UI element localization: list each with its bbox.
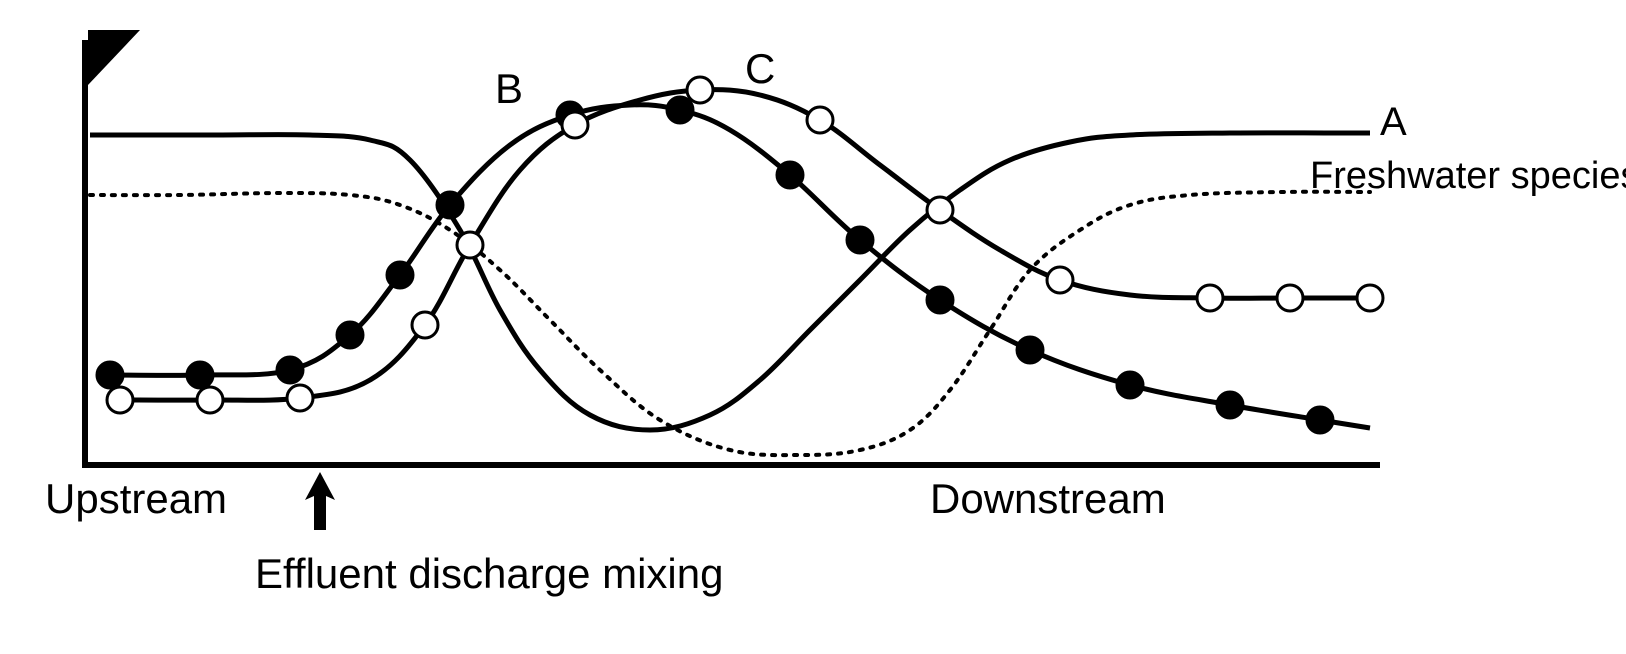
label-upstream: Upstream xyxy=(45,475,227,523)
label-A: A xyxy=(1380,100,1407,145)
label-effluent: Effluent discharge mixing xyxy=(255,550,723,598)
curve-C-marker xyxy=(927,197,953,223)
curve-B-marker xyxy=(1116,371,1144,399)
curve-B-marker xyxy=(1306,406,1334,434)
curve-freshwater xyxy=(90,192,1370,455)
label-downstream: Downstream xyxy=(930,475,1166,523)
curve-C-marker xyxy=(562,112,588,138)
curve-C-marker xyxy=(1197,285,1223,311)
curve-B-marker xyxy=(276,356,304,384)
curve-B-marker xyxy=(386,261,414,289)
river-pollution-chart: A B C Freshwater species Upstream Downst… xyxy=(30,30,1596,624)
curve-C-marker xyxy=(287,385,313,411)
curve-C-marker xyxy=(197,387,223,413)
curve-B-marker xyxy=(336,321,364,349)
label-B: B xyxy=(495,65,523,113)
curve-C-marker xyxy=(457,232,483,258)
curve-C-marker xyxy=(687,77,713,103)
effluent-arrow-icon xyxy=(305,472,335,530)
curve-B-marker xyxy=(846,226,874,254)
corner-mark xyxy=(88,30,140,85)
curve-C-marker xyxy=(807,107,833,133)
curve-B-marker xyxy=(96,361,124,389)
curve-C-marker xyxy=(412,312,438,338)
curve-B-marker xyxy=(776,161,804,189)
curve-C-marker xyxy=(107,387,133,413)
curve-B-marker xyxy=(926,286,954,314)
curve-C-marker xyxy=(1047,267,1073,293)
curve-B-marker xyxy=(1216,391,1244,419)
curve-B-marker xyxy=(1016,336,1044,364)
curve-B-marker xyxy=(436,191,464,219)
curve-C-marker xyxy=(1357,285,1383,311)
label-C: C xyxy=(745,45,775,93)
curve-A xyxy=(90,133,1370,430)
label-freshwater: Freshwater species xyxy=(1310,155,1626,198)
curve-C-marker xyxy=(1277,285,1303,311)
curve-B-marker xyxy=(186,361,214,389)
chart-svg xyxy=(30,30,1596,624)
